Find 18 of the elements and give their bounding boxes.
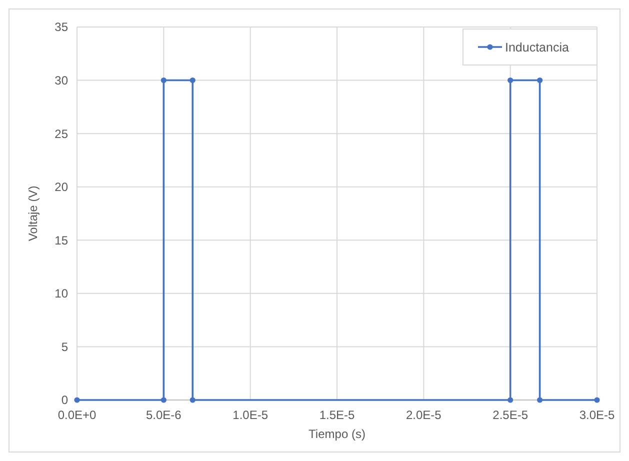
y-tick-label: 5 bbox=[61, 340, 68, 354]
y-tick-label: 15 bbox=[54, 233, 68, 248]
y-tick-label: 35 bbox=[54, 20, 68, 34]
x-tick-label: 2.0E-5 bbox=[406, 408, 442, 422]
y-tick-label: 25 bbox=[54, 126, 68, 141]
x-tick-label: 2.5E-5 bbox=[492, 408, 528, 422]
x-tick-label: 0.0E+0 bbox=[58, 408, 97, 422]
x-tick-label: 5.0E-6 bbox=[146, 408, 182, 422]
x-tick-label: 1.0E-5 bbox=[232, 408, 268, 422]
y-tick-label: 0 bbox=[61, 393, 68, 408]
y-tick-label: 20 bbox=[54, 180, 68, 194]
y-axis-title: Voltaje (V) bbox=[26, 186, 40, 242]
x-axis-title: Tiempo (s) bbox=[308, 427, 366, 441]
x-tick-label: 3.0E-5 bbox=[579, 408, 615, 422]
legend-label: Inductancia bbox=[505, 40, 569, 54]
y-tick-label: 10 bbox=[54, 286, 68, 301]
x-tick-label: 1.5E-5 bbox=[319, 408, 355, 422]
y-tick-label: 30 bbox=[54, 73, 68, 88]
